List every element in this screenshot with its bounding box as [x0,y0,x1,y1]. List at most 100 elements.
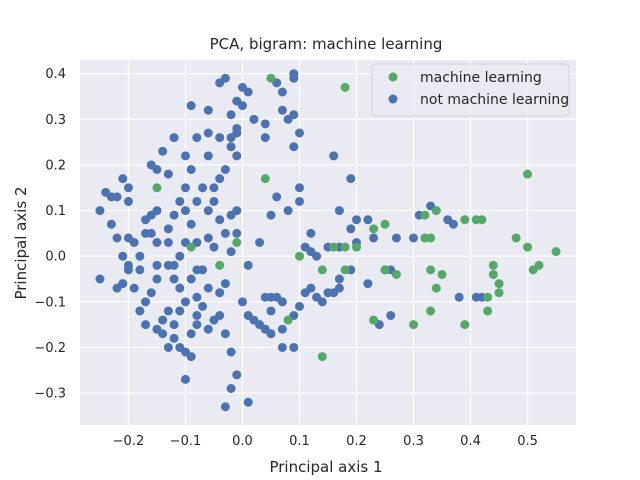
point-not-machine-learning [369,233,379,243]
point-not-machine-learning [163,306,173,316]
x-tick-label: −0.2 [113,434,145,449]
y-tick-label: 0.3 [45,113,66,128]
point-not-machine-learning [203,233,213,243]
point-not-machine-learning [180,183,190,193]
point-machine-learning [534,260,544,270]
x-tick-label: 0.1 [289,434,310,449]
point-not-machine-learning [334,283,344,293]
point-not-machine-learning [209,196,219,206]
point-not-machine-learning [209,242,219,252]
y-tick-label: −0.2 [34,341,66,356]
point-not-machine-learning [220,165,230,174]
point-not-machine-learning [306,228,316,238]
point-not-machine-learning [294,301,304,311]
point-not-machine-learning [192,196,202,206]
point-not-machine-learning [163,169,173,179]
point-not-machine-learning [163,342,173,352]
point-not-machine-learning [220,279,230,289]
point-not-machine-learning [192,311,202,320]
point-machine-learning [232,238,242,247]
point-not-machine-learning [180,151,190,161]
point-not-machine-learning [123,196,133,206]
point-not-machine-learning [266,306,276,316]
x-tick-label: −0.1 [170,434,202,449]
point-not-machine-learning [123,265,133,275]
point-not-machine-learning [129,238,139,247]
point-not-machine-learning [186,101,196,111]
point-not-machine-learning [152,260,162,270]
point-not-machine-learning [175,283,185,293]
x-tick-label: 0.2 [346,434,367,449]
x-axis-label: Principal axis 1 [269,458,382,476]
point-not-machine-learning [277,297,287,307]
point-not-machine-learning [186,165,196,174]
point-not-machine-learning [152,238,162,247]
point-machine-learning [494,288,504,298]
point-not-machine-learning [363,279,373,289]
point-not-machine-learning [260,133,270,143]
point-not-machine-learning [169,333,179,343]
point-not-machine-learning [175,196,185,206]
point-machine-learning [369,224,379,234]
point-not-machine-learning [215,288,225,298]
point-not-machine-learning [141,297,151,307]
point-not-machine-learning [277,105,287,115]
point-not-machine-learning [198,183,208,193]
point-not-machine-learning [203,128,213,138]
point-not-machine-learning [226,110,236,120]
point-not-machine-learning [283,114,293,124]
point-not-machine-learning [169,320,179,330]
point-not-machine-learning [192,133,202,143]
point-not-machine-learning [249,114,259,124]
point-not-machine-learning [277,342,287,352]
point-not-machine-learning [163,224,173,234]
point-not-machine-learning [283,206,293,216]
point-machine-learning [215,260,225,270]
point-not-machine-learning [209,183,219,193]
point-not-machine-learning [169,260,179,270]
point-not-machine-learning [317,297,327,307]
series-machine-learning [152,73,561,362]
y-tick-label: −0.3 [34,387,66,402]
point-not-machine-learning [112,283,122,293]
point-not-machine-learning [409,233,419,243]
point-not-machine-learning [266,210,276,220]
point-not-machine-learning [198,301,208,311]
point-machine-learning [186,242,196,252]
point-machine-learning [266,73,276,83]
point-machine-learning [511,233,521,243]
point-not-machine-learning [186,352,196,362]
point-machine-learning [317,265,327,275]
y-tick-label: 0.0 [45,250,66,265]
point-not-machine-learning [312,251,322,261]
point-machine-learning [488,269,498,279]
point-not-machine-learning [135,306,145,316]
point-not-machine-learning [123,183,133,193]
point-not-machine-learning [152,206,162,216]
point-machine-learning [340,82,350,92]
point-not-machine-learning [112,192,122,202]
point-not-machine-learning [243,87,253,97]
point-not-machine-learning [186,329,196,339]
point-not-machine-learning [106,219,116,229]
point-not-machine-learning [135,265,145,275]
y-tick-label: 0.4 [45,67,66,82]
point-machine-learning [369,315,379,325]
point-not-machine-learning [363,215,373,225]
point-not-machine-learning [180,206,190,216]
point-not-machine-learning [146,288,156,298]
point-not-machine-learning [220,73,230,83]
point-machine-learning [460,215,470,225]
point-machine-learning [340,265,350,275]
point-not-machine-learning [272,192,282,202]
data-points [95,69,561,412]
point-not-machine-learning [329,151,339,161]
point-machine-learning [523,242,533,252]
point-not-machine-learning [243,260,253,270]
tick-labels: −0.2 −0.1 0.0 0.1 0.2 0.3 0.4 0.5 −0.3 −0.2 −0.1 0.… [34,67,537,449]
point-not-machine-learning [237,297,247,307]
point-machine-learning [523,169,533,179]
point-not-machine-learning [215,311,225,320]
point-machine-learning [380,219,390,229]
